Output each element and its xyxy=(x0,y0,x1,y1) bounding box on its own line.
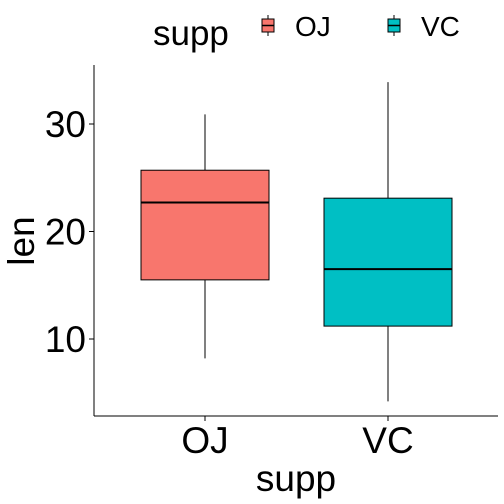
boxes-group xyxy=(140,82,453,402)
legend-title: supp xyxy=(153,14,229,53)
y-tick-label-10: 10 xyxy=(45,319,86,360)
legend-label-vc: VC xyxy=(421,11,460,42)
x-tick-label-vc: VC xyxy=(362,420,413,461)
y-tick-label-20: 20 xyxy=(45,212,86,253)
box-vc xyxy=(323,82,453,402)
legend-key-oj xyxy=(261,15,275,36)
legend-entry-oj: OJ xyxy=(261,11,331,42)
y-tick-label-30: 30 xyxy=(45,104,86,145)
legend-key-vc xyxy=(387,15,401,36)
x-tick-label-oj: OJ xyxy=(181,420,228,461)
legend-entry-vc: VC xyxy=(387,11,460,42)
x-axis-title: supp xyxy=(256,458,336,499)
legend-label-oj: OJ xyxy=(295,11,331,42)
box-body-vc xyxy=(323,197,453,327)
box-oj xyxy=(140,114,270,359)
box-body-oj xyxy=(140,169,270,281)
legend: supp OJ VC xyxy=(153,11,460,53)
y-axis-title: len xyxy=(1,216,42,265)
y-ticks: 10 20 30 xyxy=(45,104,94,360)
x-ticks: OJ VC xyxy=(181,416,414,461)
